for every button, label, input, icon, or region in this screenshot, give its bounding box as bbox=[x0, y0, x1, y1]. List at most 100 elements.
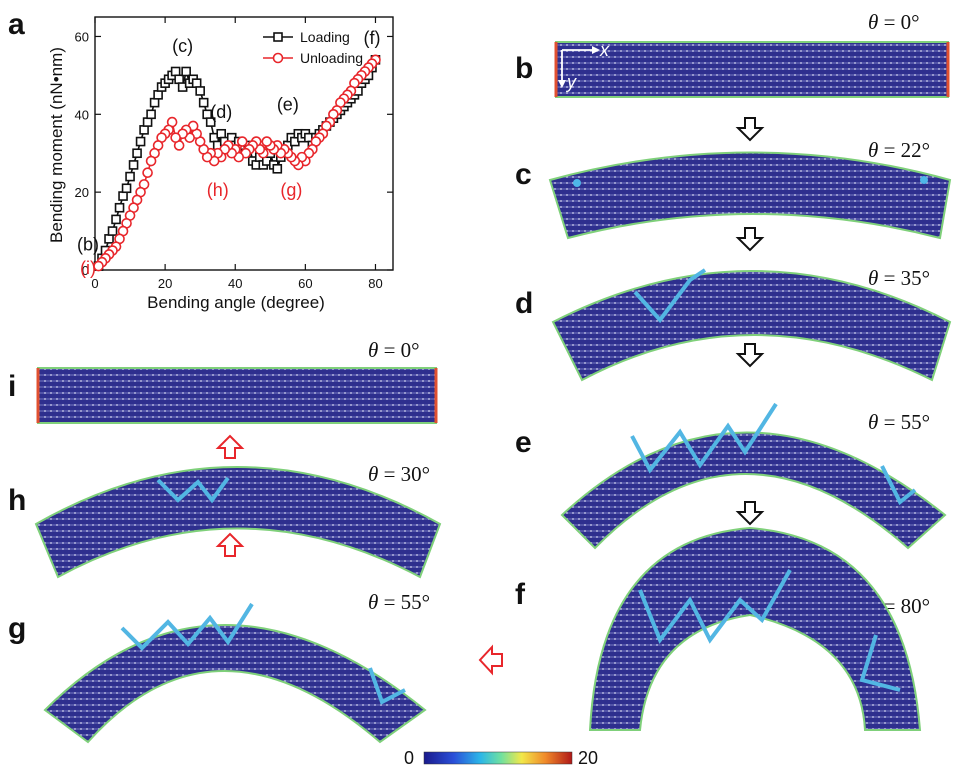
slab-d-bent-35 bbox=[551, 270, 952, 382]
data-point-unloading bbox=[236, 136, 248, 147]
theta-value: = 55° bbox=[883, 410, 931, 434]
y-tick-label: 60 bbox=[75, 29, 89, 44]
panel-label-c: c bbox=[515, 158, 532, 191]
theta-symbol: θ bbox=[868, 266, 879, 290]
data-point-loading bbox=[132, 148, 142, 159]
xy-axes-indicator: x y bbox=[558, 40, 610, 92]
theta-symbol: θ bbox=[868, 138, 879, 162]
theta-symbol: θ bbox=[368, 338, 379, 362]
legend-label: Loading bbox=[300, 29, 350, 45]
theta-label-i: θ = 0° bbox=[368, 338, 420, 363]
theta-label-b: θ = 0° bbox=[868, 10, 920, 35]
dislocation-trace bbox=[120, 602, 254, 651]
panel-label-e: e bbox=[515, 426, 532, 459]
theta-value: = 55° bbox=[383, 590, 431, 614]
x-tick-label: 80 bbox=[368, 276, 382, 291]
data-point-unloading bbox=[170, 132, 181, 143]
dislocation-trace bbox=[859, 634, 901, 692]
arrow-down-icon bbox=[735, 117, 765, 142]
colorbar-min-label: 0 bbox=[404, 748, 415, 768]
x-tick-label: 0 bbox=[91, 276, 98, 291]
slab-i-flat bbox=[36, 367, 438, 424]
y-axis-label: Bending moment (nN•nm) bbox=[47, 47, 66, 243]
theta-label-e: θ = 55° bbox=[868, 410, 930, 435]
colorbar-max-label: 20 bbox=[578, 748, 599, 768]
arrow-up-icon bbox=[215, 532, 245, 557]
legend-label: Unloading bbox=[300, 50, 363, 66]
data-point-unloading bbox=[261, 136, 273, 147]
colorbar bbox=[423, 751, 573, 765]
y-axis-symbol: y bbox=[565, 72, 577, 92]
data-point-loading bbox=[146, 109, 156, 120]
y-tick-label: 0 bbox=[82, 263, 89, 278]
theta-value: = 80° bbox=[883, 594, 931, 618]
slab-h-bent-30 bbox=[34, 466, 442, 579]
x-tick-label: 20 bbox=[158, 276, 172, 291]
data-point-loading bbox=[135, 136, 146, 147]
dislocation-trace bbox=[368, 667, 406, 705]
x-axis-symbol: x bbox=[599, 40, 610, 60]
arrow-down-icon bbox=[735, 343, 765, 368]
y-tick-label: 20 bbox=[75, 185, 89, 200]
data-point-loading bbox=[195, 86, 205, 96]
dislocation-trace bbox=[638, 569, 792, 645]
data-point-loading bbox=[128, 160, 139, 170]
data-point-unloading bbox=[145, 155, 157, 167]
slab-c-bent-22 bbox=[548, 151, 952, 240]
dislocation-trace bbox=[880, 465, 917, 506]
theta-label-h: θ = 30° bbox=[368, 462, 430, 487]
theta-symbol: θ bbox=[368, 590, 379, 614]
theta-value: = 30° bbox=[383, 462, 431, 486]
data-point-loading bbox=[121, 183, 132, 194]
arrow-down-icon bbox=[735, 501, 765, 526]
theta-value: = 22° bbox=[883, 138, 931, 162]
data-point-loading bbox=[272, 164, 283, 174]
x-tick-label: 60 bbox=[298, 276, 312, 291]
annotation-label: (b) bbox=[77, 235, 99, 255]
legend-marker bbox=[273, 32, 283, 42]
annotation-label: (f) bbox=[363, 28, 380, 48]
theta-label-g: θ = 55° bbox=[368, 590, 430, 615]
panel-label-i: i bbox=[8, 370, 17, 403]
theta-symbol: θ bbox=[868, 410, 879, 434]
dislocation-trace bbox=[633, 268, 707, 324]
annotation-label: (i) bbox=[80, 258, 96, 278]
data-point-loading bbox=[114, 202, 125, 213]
data-point-loading bbox=[198, 97, 209, 108]
data-point-unloading bbox=[142, 167, 153, 178]
slab-g-bent-55 bbox=[43, 624, 427, 744]
x-axis-label: Bending angle (degree) bbox=[147, 293, 325, 312]
slab-b-flat bbox=[554, 41, 950, 98]
data-point-loading bbox=[205, 117, 216, 127]
annotation-label: (g) bbox=[280, 180, 302, 200]
theta-symbol: θ bbox=[868, 10, 879, 34]
panel-label-f: f bbox=[515, 578, 525, 611]
dislocation-trace bbox=[156, 476, 230, 504]
dislocation-trace bbox=[630, 402, 778, 474]
data-point-loading bbox=[125, 171, 135, 182]
bending-moment-chart: 0 20 40 60 80 0 20 40 60 (c) (d) (e) (f) (b) (i) (h) (g… bbox=[47, 16, 394, 312]
data-point-loading bbox=[107, 226, 118, 236]
defect-marker bbox=[920, 176, 928, 184]
theta-symbol: θ bbox=[368, 462, 379, 486]
annotation-label: (d) bbox=[210, 102, 232, 122]
legend-marker bbox=[272, 52, 284, 64]
theta-label-c: θ = 22° bbox=[868, 138, 930, 163]
theta-label-d: θ = 35° bbox=[868, 266, 930, 291]
slab-f-bent-80 bbox=[588, 526, 922, 731]
x-tick-label: 40 bbox=[228, 276, 242, 291]
data-point-unloading bbox=[93, 260, 104, 272]
panel-label-g: g bbox=[8, 612, 27, 645]
panel-label-h: h bbox=[8, 484, 27, 517]
y-tick-label: 40 bbox=[75, 107, 89, 122]
data-point-loading bbox=[181, 66, 191, 77]
theta-value: = 0° bbox=[883, 10, 920, 34]
theta-value: = 0° bbox=[383, 338, 420, 362]
panel-label-d: d bbox=[515, 287, 534, 320]
panel-label-b: b bbox=[515, 52, 534, 85]
annotation-label: (h) bbox=[207, 180, 229, 200]
annotation-label: (e) bbox=[277, 94, 299, 114]
arrow-down-icon bbox=[735, 227, 765, 252]
defect-marker bbox=[573, 179, 581, 187]
